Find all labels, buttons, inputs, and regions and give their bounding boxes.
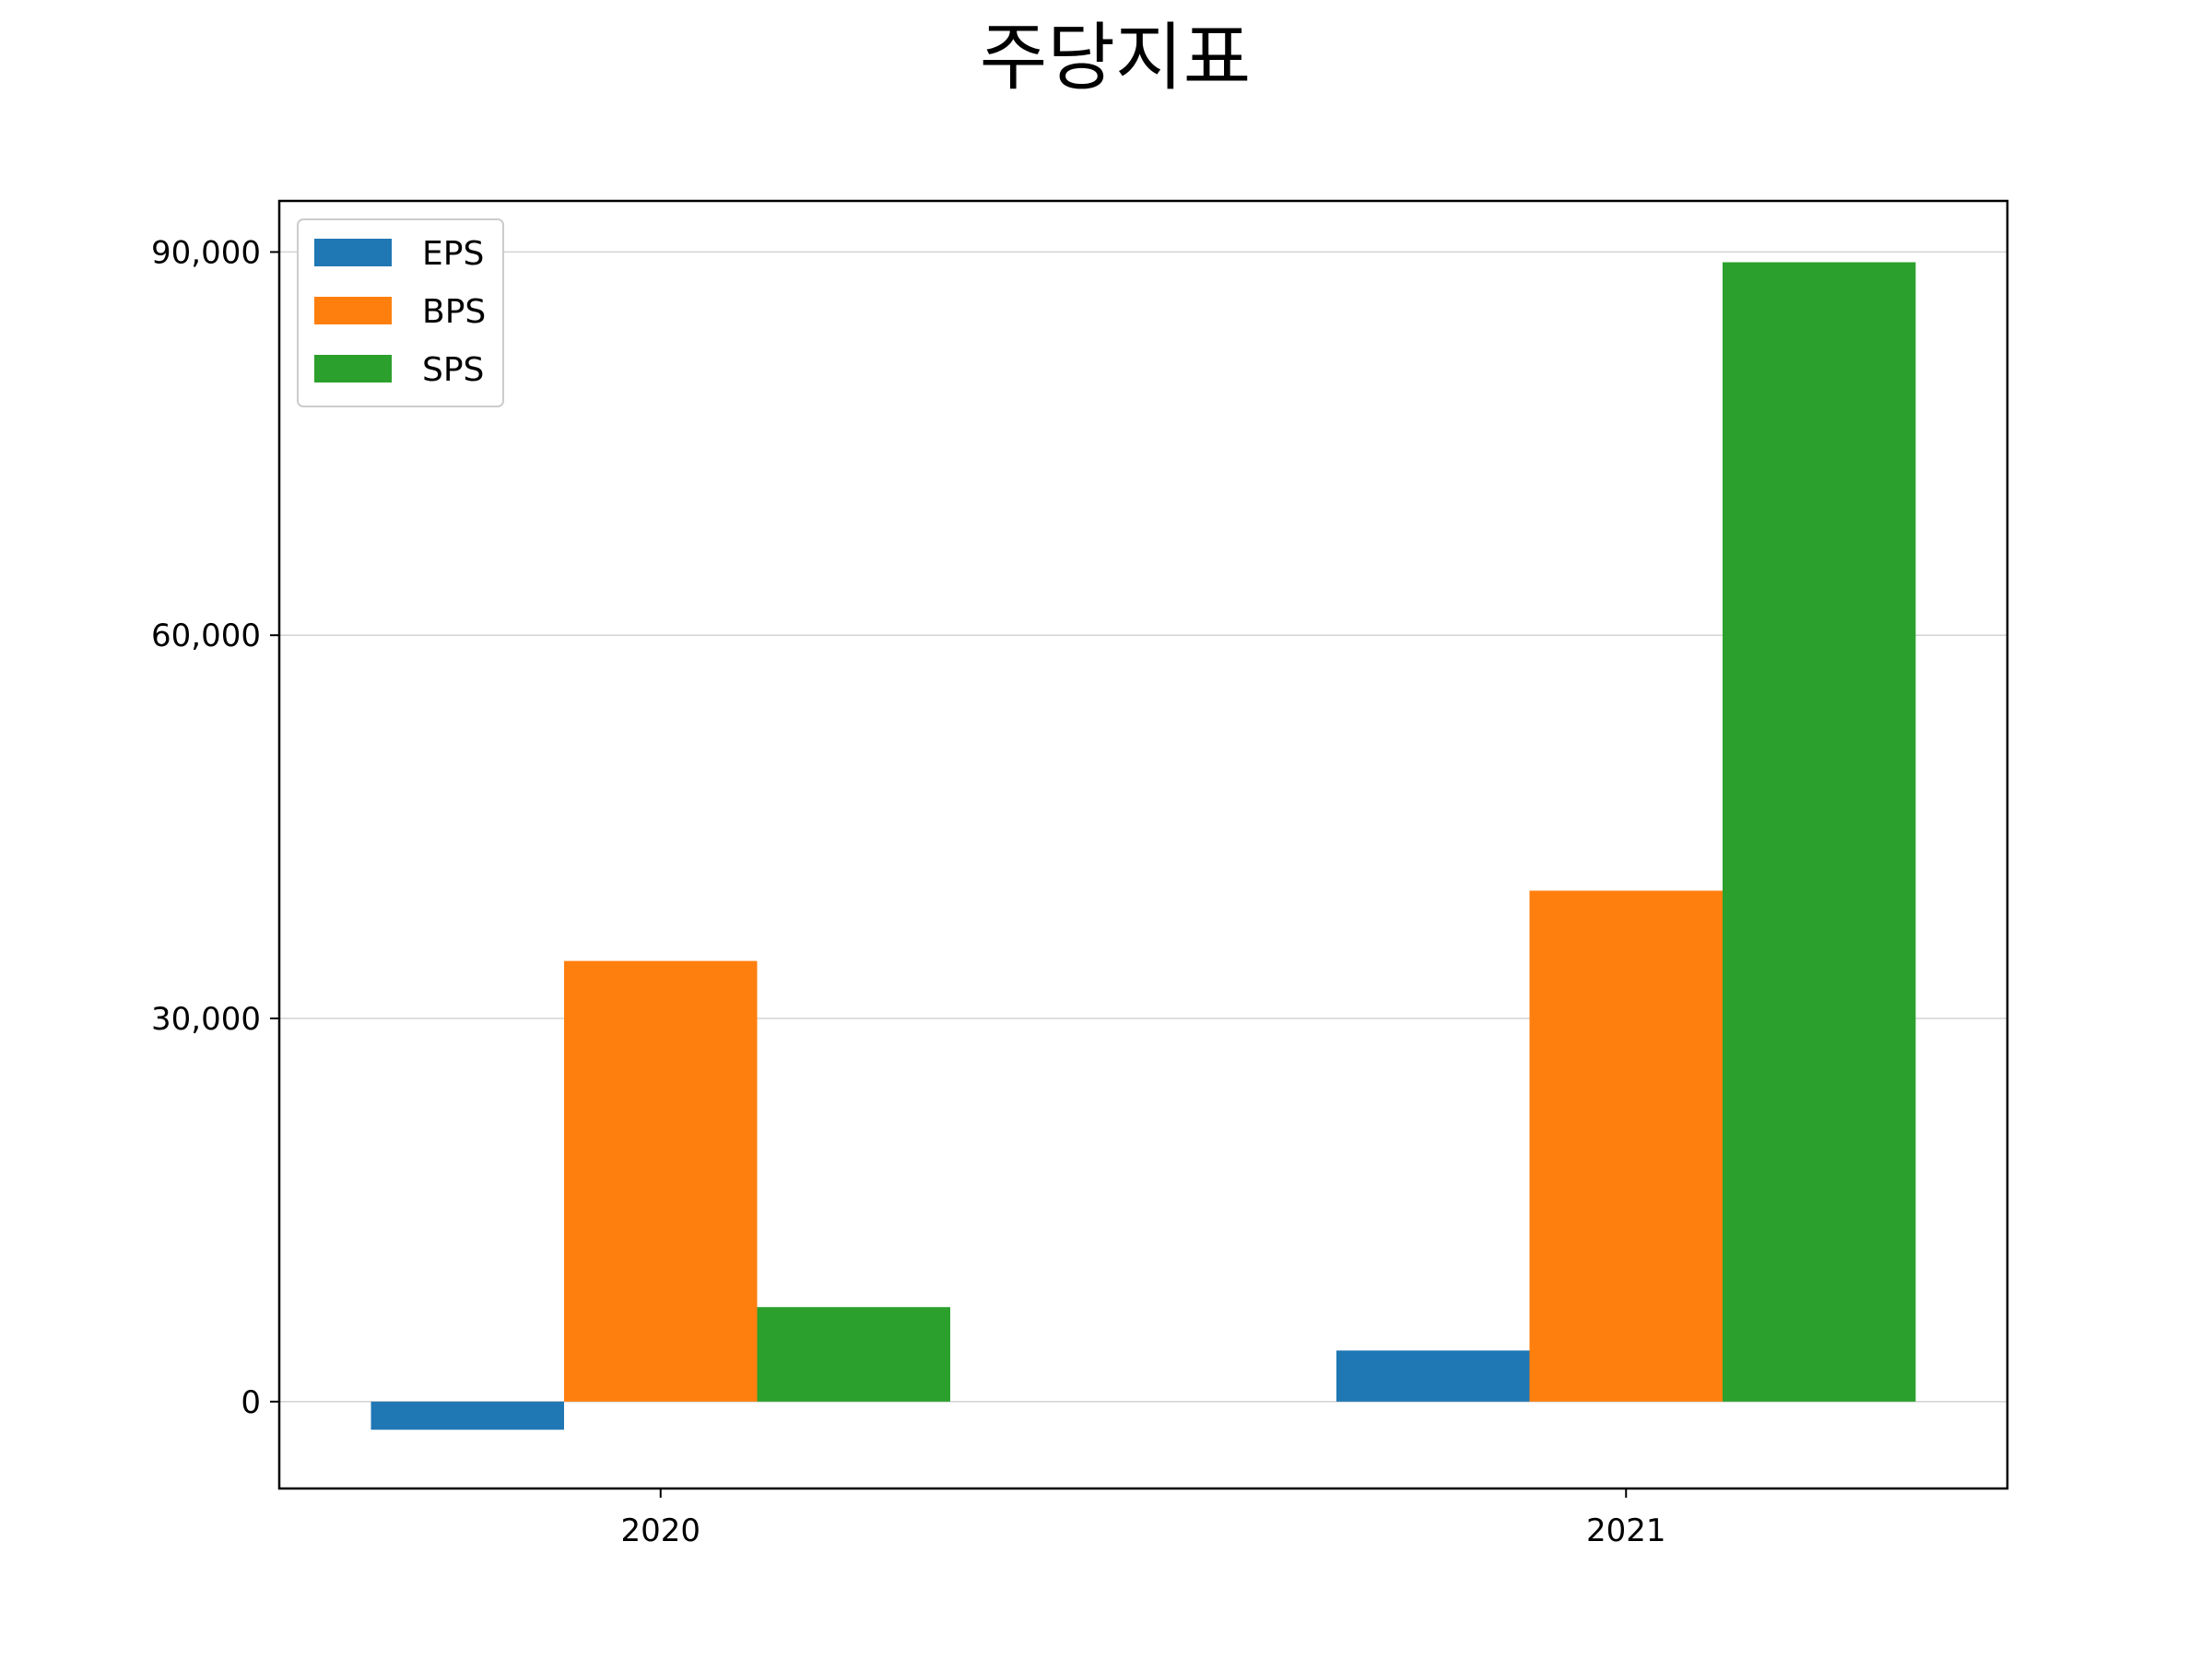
axis-ticks: 0 30,000 60,000 90,000 2020 2021 xyxy=(151,234,1665,1549)
bar-sps-2021 xyxy=(1722,262,1916,1402)
legend-label-bps: BPS xyxy=(422,293,486,331)
legend-swatch-bps xyxy=(314,297,392,324)
legend-label-eps: EPS xyxy=(422,235,484,273)
legend-swatch-sps xyxy=(314,355,392,382)
x-tick-label: 2020 xyxy=(620,1512,700,1549)
y-tick-label: 0 xyxy=(241,1384,261,1421)
legend-label-sps: SPS xyxy=(422,351,484,389)
bar-bps-2021 xyxy=(1529,890,1723,1402)
bars xyxy=(371,262,1916,1430)
bar-sps-2020 xyxy=(757,1307,951,1402)
legend[interactable]: EPS BPS SPS xyxy=(297,218,504,407)
y-tick-label: 60,000 xyxy=(151,618,261,654)
chart-title: 주당지표 xyxy=(980,15,1251,100)
y-tick-label: 30,000 xyxy=(151,1001,261,1038)
x-tick-label: 2021 xyxy=(1586,1512,1666,1549)
y-tick-label: 90,000 xyxy=(151,234,261,271)
bar-bps-2020 xyxy=(564,960,758,1402)
bar-eps-2020 xyxy=(371,1401,565,1430)
bar-eps-2021 xyxy=(1335,1350,1530,1402)
plot-frame xyxy=(277,199,2009,1490)
legend-swatch-eps xyxy=(314,239,392,266)
